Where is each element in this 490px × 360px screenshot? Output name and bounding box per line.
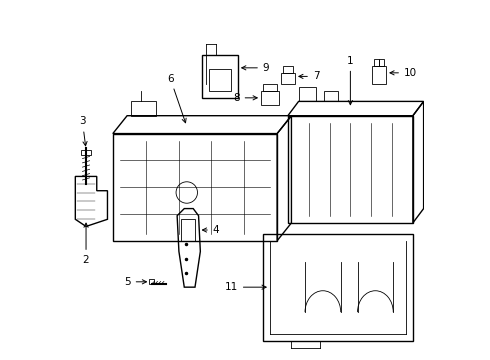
Bar <box>131 102 156 116</box>
Bar <box>181 219 195 241</box>
Bar <box>379 59 384 66</box>
Text: 1: 1 <box>347 56 354 105</box>
Bar <box>261 91 279 105</box>
Bar <box>209 69 231 91</box>
Text: 5: 5 <box>124 277 147 287</box>
Text: 2: 2 <box>83 223 89 265</box>
Text: 3: 3 <box>79 116 87 146</box>
Text: 7: 7 <box>299 71 319 81</box>
Bar <box>202 55 238 98</box>
Bar <box>113 134 277 241</box>
Text: 4: 4 <box>202 225 220 235</box>
Text: 10: 10 <box>390 68 417 78</box>
Bar <box>263 84 277 91</box>
Text: 8: 8 <box>233 93 257 103</box>
Bar <box>149 279 153 284</box>
Bar <box>372 66 386 84</box>
Text: 11: 11 <box>224 282 266 292</box>
Bar <box>323 91 338 102</box>
Bar <box>283 66 293 73</box>
Bar <box>298 87 317 102</box>
Text: 6: 6 <box>167 73 186 123</box>
Bar <box>373 59 379 66</box>
Text: 9: 9 <box>242 63 270 73</box>
Bar <box>281 73 295 84</box>
Bar <box>288 116 413 223</box>
Bar <box>81 150 92 155</box>
